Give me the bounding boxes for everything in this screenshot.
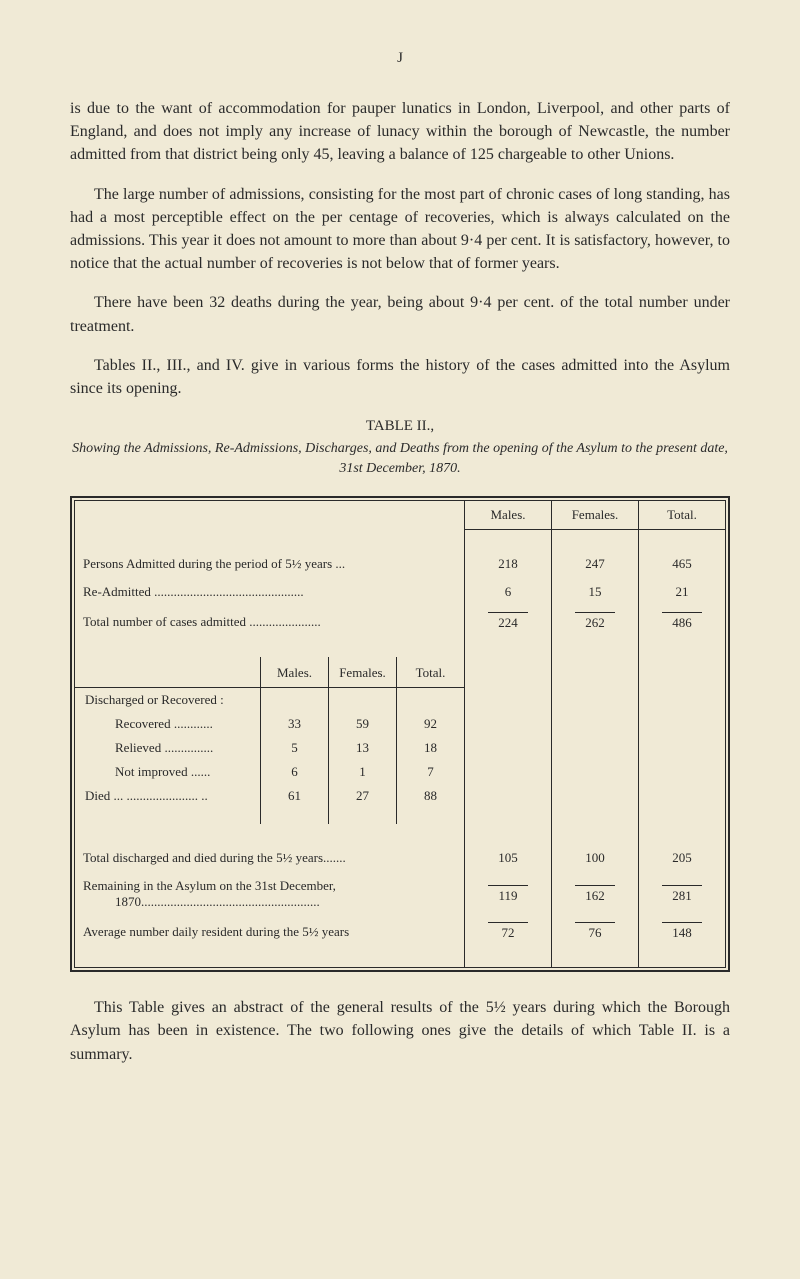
row-remaining-a: Remaining in the Asylum on the 31st Dece… [75,872,725,894]
cell-males: 61 [261,784,329,808]
sub-row-relieved: Relieved ............... 5 13 18 [75,736,464,760]
cell-females: 27 [329,784,397,808]
cell-label: Average number daily resident during the… [75,916,465,947]
cell-total: 281 [639,872,726,916]
cell-females: 247 [552,550,639,578]
header-males: Males. [465,501,552,530]
data-table: Males. Females. Total. Persons Admitted … [75,501,725,967]
cell-total: 18 [397,736,465,760]
cell-label: Recovered ............ [75,712,261,736]
cell-males: 5 [261,736,329,760]
header-blank [75,501,465,530]
table-outer-border: Males. Females. Total. Persons Admitted … [70,496,730,972]
cell-males: 33 [261,712,329,736]
page-number: J [70,50,730,67]
cell-total: 88 [397,784,465,808]
paragraph-4: Tables II., III., and IV. give in variou… [70,354,730,400]
sub-row-recovered: Recovered ............ 33 59 92 [75,712,464,736]
empty-cell [639,657,726,824]
page-container: J is due to the want of accommodation fo… [0,0,800,1120]
cell-total: 148 [639,916,726,947]
header-row: Males. Females. Total. [75,501,725,530]
sub-table: Males. Females. Total. Discharged or Rec… [75,657,464,824]
cell-total: 21 [639,578,726,606]
cell-label: Total discharged and died during the 5½ … [75,844,465,872]
cell-females: 1 [329,760,397,784]
sub-table-cell: Males. Females. Total. Discharged or Rec… [75,657,465,824]
cell-females: 262 [552,606,639,637]
row-average: Average number daily resident during the… [75,916,725,947]
sub-row-discharged-header: Discharged or Recovered : [75,688,464,713]
cell-label: Died ... ...................... .. [75,784,261,808]
row-total-discharged: Total discharged and died during the 5½ … [75,844,725,872]
row-total-number: Total number of cases admitted .........… [75,606,725,637]
cell-label: Relieved ............... [75,736,261,760]
empty-cell [552,657,639,824]
sub-header-total: Total. [397,657,465,688]
paragraph-3: There have been 32 deaths during the yea… [70,291,730,337]
cell-males: 6 [465,578,552,606]
sub-row-not-improved: Not improved ...... 6 1 7 [75,760,464,784]
cell-females: 13 [329,736,397,760]
sub-header-blank [75,657,261,688]
cell-males: 224 [465,606,552,637]
cell-males: 119 [465,872,552,916]
cell-total: 465 [639,550,726,578]
cell-total: 92 [397,712,465,736]
table-subtitle: Showing the Admissions, Re-Admissions, D… [70,439,730,478]
empty-cell [465,657,552,824]
cell-label: Re-Admitted ............................… [75,578,465,606]
cell-females: 59 [329,712,397,736]
cell-females: 15 [552,578,639,606]
row-readmitted: Re-Admitted ............................… [75,578,725,606]
sub-header-row: Males. Females. Total. [75,657,464,688]
header-total: Total. [639,501,726,530]
cell-females: 162 [552,872,639,916]
paragraph-2: The large number of admissions, consisti… [70,183,730,276]
cell-males: 6 [261,760,329,784]
cell-males: 218 [465,550,552,578]
cell-females: 100 [552,844,639,872]
paragraph-5: This Table gives an abstract of the gene… [70,996,730,1066]
row-persons-admitted: Persons Admitted during the period of 5½… [75,550,725,578]
cell-label: Remaining in the Asylum on the 31st Dece… [75,872,465,894]
cell-total: 7 [397,760,465,784]
sub-header-females: Females. [329,657,397,688]
row-sub-table: Males. Females. Total. Discharged or Rec… [75,657,725,824]
cell-label: Discharged or Recovered : [75,688,261,713]
sub-row-died: Died ... ...................... .. 61 27… [75,784,464,808]
cell-males: 72 [465,916,552,947]
paragraph-1: is due to the want of accommodation for … [70,97,730,167]
cell-label: 1870....................................… [75,894,465,916]
cell-label: Not improved ...... [75,760,261,784]
header-females: Females. [552,501,639,530]
cell-label: Total number of cases admitted .........… [75,606,465,637]
cell-males: 105 [465,844,552,872]
cell-label: Persons Admitted during the period of 5½… [75,550,465,578]
cell-females: 76 [552,916,639,947]
sub-header-males: Males. [261,657,329,688]
table-inner-border: Males. Females. Total. Persons Admitted … [74,500,726,968]
cell-total: 486 [639,606,726,637]
table-title: TABLE II., [70,418,730,435]
cell-total: 205 [639,844,726,872]
